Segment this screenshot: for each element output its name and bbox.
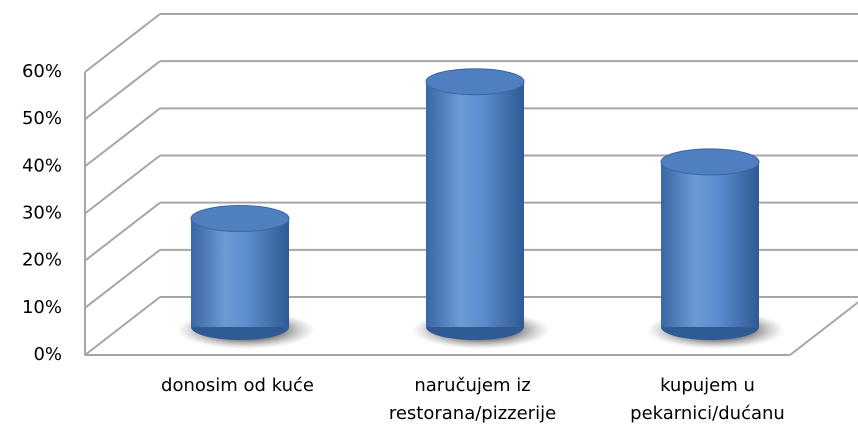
bar-top — [660, 148, 760, 176]
bar-top — [425, 68, 525, 96]
bar-top — [190, 205, 290, 233]
y-tick-label: 50% — [22, 108, 62, 129]
grid-line — [84, 201, 161, 262]
y-tick-label: 10% — [22, 297, 62, 318]
floor-edge — [789, 301, 858, 356]
bar — [661, 161, 759, 327]
grid-line — [84, 249, 161, 309]
grid-line — [84, 296, 161, 356]
y-tick-label: 0% — [33, 344, 62, 365]
bar — [426, 81, 524, 327]
grid-line — [84, 107, 161, 168]
y-tick-label: 60% — [22, 61, 62, 82]
y-tick-label: 30% — [22, 203, 62, 224]
x-tick-label: donosim od kuće — [161, 375, 314, 396]
grid-line — [84, 154, 161, 215]
grid-line — [84, 60, 161, 120]
y-tick-label: 20% — [22, 250, 62, 271]
x-tick-label: naručujem iz restorana/pizzerije — [388, 375, 557, 424]
bar — [191, 218, 289, 327]
y-tick-label: 40% — [22, 155, 62, 176]
grid-line — [84, 13, 161, 73]
x-tick-label: kupujem u pekarnici/dućanu — [630, 375, 785, 424]
